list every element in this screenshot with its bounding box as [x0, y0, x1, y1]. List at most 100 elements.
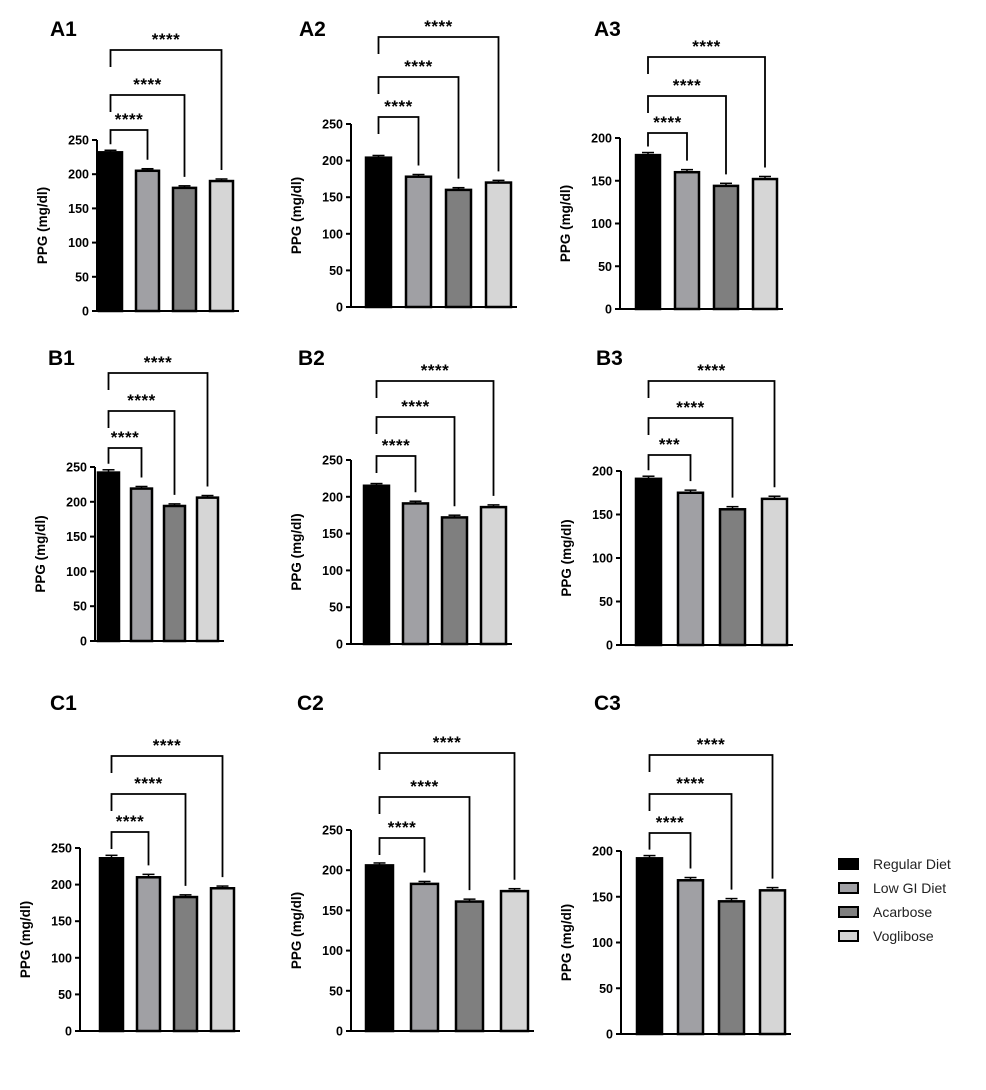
significance-bracket — [377, 36, 500, 172]
bar-voglibose — [484, 181, 513, 309]
significance-bracket — [107, 410, 176, 495]
y-tick-label: 50 — [75, 270, 89, 284]
significance-label: **** — [134, 774, 162, 793]
y-tick-label: 0 — [606, 639, 613, 653]
significance-bracket — [107, 447, 143, 478]
y-tick-label: 250 — [322, 454, 343, 468]
bar-voglibose — [208, 179, 235, 313]
legend-label: Regular Diet — [873, 856, 951, 872]
y-tick-label: 100 — [322, 564, 343, 578]
significance-bracket — [375, 416, 456, 507]
y-tick-label: 200 — [66, 495, 87, 509]
legend-swatch — [838, 858, 859, 870]
bar-regular-diet — [634, 477, 663, 647]
bar-low-gi-diet — [676, 491, 705, 647]
y-tick-label: 100 — [592, 936, 613, 950]
y-tick-label: 50 — [329, 984, 343, 998]
y-tick-label: 0 — [336, 638, 343, 652]
bar-low-gi-diet — [129, 487, 154, 643]
significance-label: **** — [410, 777, 438, 796]
legend-label: Voglibose — [873, 928, 934, 944]
y-tick-label: 100 — [68, 236, 89, 250]
significance-label: **** — [676, 774, 704, 793]
y-tick-label: 0 — [80, 635, 87, 649]
bar-acarbose — [718, 508, 747, 647]
panel-label: B1 — [48, 347, 75, 370]
y-tick-label: 200 — [51, 878, 72, 892]
bar-voglibose — [195, 496, 220, 643]
significance-label: **** — [133, 75, 161, 94]
y-tick-label: 50 — [599, 595, 613, 609]
significance-label: **** — [115, 110, 143, 129]
significance-bracket — [109, 129, 149, 160]
y-axis-title: PPG (mg/dl) — [33, 515, 48, 592]
significance-label: **** — [424, 17, 452, 36]
significance-label: **** — [404, 57, 432, 76]
y-tick-label: 250 — [322, 824, 343, 838]
y-tick-label: 200 — [322, 864, 343, 878]
bar-regular-diet — [98, 856, 125, 1033]
significance-bracket — [647, 380, 776, 488]
y-tick-label: 200 — [592, 845, 613, 859]
significance-label: *** — [659, 435, 680, 454]
significance-label: **** — [153, 736, 181, 755]
significance-label: **** — [144, 353, 172, 372]
significance-label: **** — [676, 398, 704, 417]
significance-label: **** — [127, 391, 155, 410]
y-tick-label: 150 — [322, 191, 343, 205]
y-tick-label: 200 — [592, 465, 613, 479]
y-tick-label: 150 — [322, 527, 343, 541]
y-tick-label: 200 — [68, 168, 89, 182]
bar-voglibose — [758, 889, 787, 1036]
bar-voglibose — [760, 497, 789, 647]
significance-label: **** — [152, 30, 180, 49]
y-tick-label: 250 — [322, 118, 343, 132]
legend-item-low-gi-diet: Low GI Diet — [838, 876, 951, 900]
y-axis-title: PPG (mg/dl) — [289, 177, 304, 254]
bar-regular-diet — [97, 151, 124, 313]
legend-item-acarbose: Acarbose — [838, 900, 951, 924]
bar-low-gi-diet — [134, 169, 161, 313]
significance-label: **** — [673, 76, 701, 95]
legend-swatch — [838, 882, 859, 894]
significance-bracket — [110, 793, 187, 886]
y-tick-label: 50 — [329, 264, 343, 278]
y-tick-label: 0 — [65, 1025, 72, 1039]
bar-regular-diet — [364, 156, 393, 309]
bar-voglibose — [209, 887, 236, 1033]
significance-bracket — [648, 832, 692, 869]
bar-voglibose — [479, 505, 508, 646]
y-tick-label: 250 — [66, 461, 87, 475]
bar-low-gi-diet — [409, 882, 440, 1033]
significance-bracket — [647, 417, 734, 498]
significance-label: **** — [697, 361, 725, 380]
y-tick-label: 0 — [336, 301, 343, 315]
panel-a3: A3 0 50 100 150 200 PPG (mg/dl) **** **** **** — [558, 18, 783, 317]
y-tick-label: 50 — [598, 260, 612, 274]
panel-label: A2 — [299, 18, 326, 41]
panel-label: A1 — [50, 18, 77, 41]
bar-acarbose — [162, 504, 187, 643]
y-axis-title: PPG (mg/dl) — [18, 901, 33, 978]
significance-label: **** — [382, 436, 410, 455]
y-tick-label: 0 — [82, 305, 89, 319]
significance-bracket — [378, 752, 516, 880]
legend: Regular Diet Low GI Diet Acarbose Voglib… — [838, 852, 951, 948]
significance-label: **** — [388, 818, 416, 837]
significance-label: **** — [697, 735, 725, 754]
bar-acarbose — [717, 900, 746, 1036]
panel-label: C3 — [594, 692, 621, 715]
y-tick-label: 150 — [591, 174, 612, 188]
y-axis-title: PPG (mg/dl) — [289, 513, 304, 590]
bar-acarbose — [172, 895, 199, 1033]
y-tick-label: 100 — [592, 552, 613, 566]
bar-regular-diet — [634, 153, 662, 311]
legend-item-regular-diet: Regular Diet — [838, 852, 951, 876]
y-axis-title: PPG (mg/dl) — [559, 519, 574, 596]
significance-label: **** — [384, 97, 412, 116]
bar-voglibose — [751, 177, 779, 311]
bar-acarbose — [171, 186, 198, 313]
panel-label: C2 — [297, 692, 324, 715]
legend-label: Low GI Diet — [873, 880, 947, 896]
